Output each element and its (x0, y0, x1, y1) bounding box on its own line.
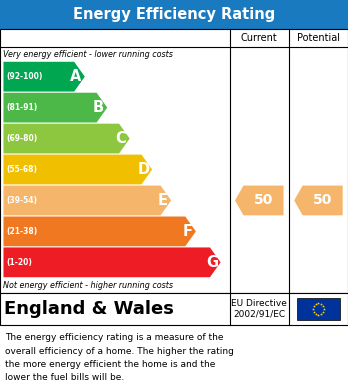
Polygon shape (3, 154, 152, 185)
Polygon shape (3, 248, 221, 277)
Bar (0, 0, 348, 29)
Polygon shape (235, 186, 284, 215)
Text: Energy Efficiency Rating: Energy Efficiency Rating (73, 7, 275, 22)
Bar (0, 293, 348, 325)
Text: A: A (70, 69, 82, 84)
Text: 50: 50 (254, 194, 273, 208)
Text: (39-54): (39-54) (6, 196, 37, 205)
Text: D: D (137, 162, 150, 177)
Bar (297, 298, 340, 319)
Text: E: E (158, 193, 167, 208)
Text: G: G (206, 255, 218, 270)
Polygon shape (294, 186, 343, 215)
Text: 50: 50 (313, 194, 332, 208)
Text: Potential: Potential (297, 33, 340, 43)
Text: (55-68): (55-68) (6, 165, 37, 174)
Polygon shape (3, 62, 85, 91)
Text: (1-20): (1-20) (6, 258, 32, 267)
Text: Current: Current (241, 33, 278, 43)
Text: C: C (116, 131, 126, 146)
Polygon shape (3, 93, 107, 122)
Text: Very energy efficient - lower running costs: Very energy efficient - lower running co… (3, 50, 173, 59)
Text: Not energy efficient - higher running costs: Not energy efficient - higher running co… (3, 281, 174, 291)
Polygon shape (3, 124, 130, 153)
Text: (69-80): (69-80) (6, 134, 38, 143)
Text: The energy efficiency rating is a measure of the
overall efficiency of a home. T: The energy efficiency rating is a measur… (5, 334, 234, 382)
Polygon shape (3, 217, 196, 246)
Text: EU Directive
2002/91/EC: EU Directive 2002/91/EC (231, 299, 287, 319)
Polygon shape (3, 186, 171, 215)
Text: (92-100): (92-100) (6, 72, 43, 81)
Text: (81-91): (81-91) (6, 103, 38, 112)
Text: England & Wales: England & Wales (4, 300, 174, 318)
Bar (0, 29, 348, 293)
Text: B: B (93, 100, 104, 115)
Text: F: F (182, 224, 192, 239)
Text: (21-38): (21-38) (6, 227, 38, 236)
